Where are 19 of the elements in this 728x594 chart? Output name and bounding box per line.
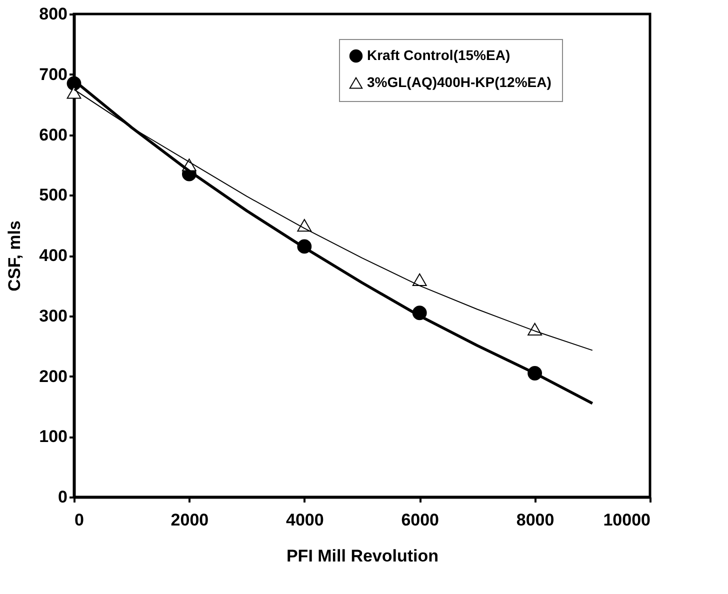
- x-tick-label: 8000: [516, 510, 554, 530]
- y-tick-label: 600: [39, 125, 68, 144]
- x-tick-label: 4000: [286, 510, 324, 530]
- x-tick-label: 10000: [603, 510, 650, 530]
- y-tick-label: 100: [39, 427, 68, 446]
- legend-label: Kraft Control(15%EA): [367, 47, 510, 63]
- legend-label: 3%GL(AQ)400H-KP(12%EA): [367, 74, 552, 90]
- x-tick-label: 6000: [401, 510, 440, 530]
- y-tick-label: 300: [39, 306, 68, 326]
- y-tick-label: 500: [39, 186, 68, 205]
- x-tick-label: 2000: [170, 510, 209, 530]
- x-tick-label: 0: [74, 510, 84, 530]
- y-tick-label: 200: [39, 366, 68, 386]
- y-tick-label: 700: [39, 64, 68, 84]
- x-axis-title: PFI Mill Revolution: [286, 546, 439, 566]
- y-tick-label: 400: [39, 246, 68, 265]
- y-tick-label: 0: [58, 488, 68, 506]
- y-tick-label: 800: [39, 4, 68, 24]
- y-axis-title: CSF, mls: [5, 220, 24, 292]
